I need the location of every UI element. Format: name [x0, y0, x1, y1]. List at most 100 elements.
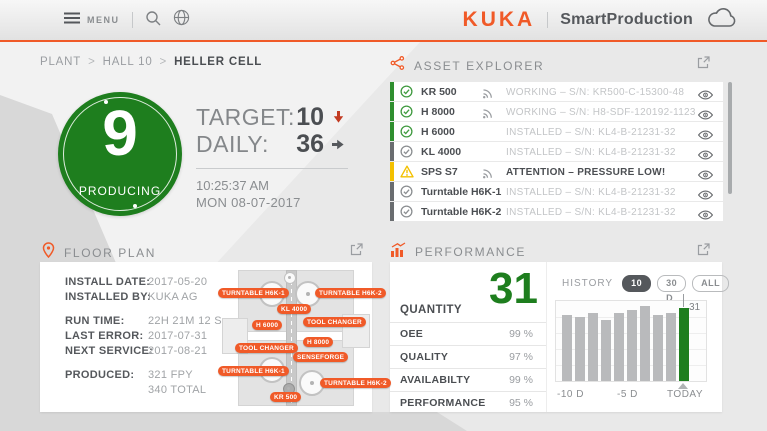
performance-header: PERFORMANCE: [390, 242, 526, 262]
asset-status: INSTALLED – S/N: KL4-B-21231-32: [506, 146, 676, 158]
breadcrumb-item-hall-10[interactable]: HALL 10: [102, 56, 153, 68]
trend-right-icon: [332, 139, 344, 150]
divider: [547, 12, 549, 28]
install-info-label: LAST ERROR:: [65, 330, 144, 342]
rss-signal-icon: [482, 106, 494, 124]
search-icon: [145, 10, 161, 31]
target-value: 10: [296, 102, 324, 131]
asset-row-kl-4000[interactable]: KL 4000 INSTALLED – S/N: KL4-B-21231-32: [390, 142, 723, 161]
ring-dot: [104, 99, 109, 104]
breadcrumb-separator: >: [88, 56, 96, 68]
history-option-30d[interactable]: 30 D: [657, 275, 687, 303]
metric-value: 97 %: [509, 351, 533, 363]
floorplan-label-kr-500[interactable]: KR 500: [270, 392, 302, 402]
floorplan-label-turntable-h6k-2[interactable]: TURNTABLE H6K-2: [320, 378, 391, 388]
history-selector: HISTORY 10 D 30 D ALL: [562, 275, 730, 303]
install-info-value: 321 FPY: [148, 369, 193, 381]
history-option-all[interactable]: ALL: [692, 275, 730, 292]
x-label: TODAY: [667, 389, 704, 400]
floorplan-label-turntable-h6k-1[interactable]: TURNTABLE H6K-1: [218, 366, 289, 376]
quantity-bar-chart: 31: [555, 294, 707, 389]
floorplan-label-h-8000[interactable]: H 8000: [303, 337, 334, 347]
breadcrumb-item-heller-cell[interactable]: HELLER CELL: [174, 56, 263, 68]
install-info-label: INSTALLED BY:: [65, 291, 151, 303]
bar-day--6 D: [614, 312, 624, 381]
floorplan-label-turntable-h6k-1[interactable]: TURNTABLE H6K-1: [218, 288, 289, 298]
eye-icon[interactable]: [697, 127, 714, 145]
divider: [131, 12, 133, 28]
cloud-icon: [705, 7, 737, 34]
metric-row-availabilty: AVAILABILTY 99 %: [390, 368, 546, 391]
check-circle-icon: [400, 185, 413, 203]
daily-value: 36: [296, 129, 324, 158]
divider: [546, 262, 547, 412]
today-value-annotation: 31: [689, 302, 701, 313]
floorplan-label-tool-changer[interactable]: TOOL CHANGER: [235, 343, 298, 353]
metric-label: QUALITY: [400, 351, 449, 363]
floorplan-label-senseforge[interactable]: SENSEFORGE: [293, 352, 349, 362]
menu-label: MENU: [87, 15, 120, 25]
warning-icon: [400, 165, 414, 183]
history-label: HISTORY: [562, 278, 614, 289]
bar-day--10 D: [562, 315, 572, 381]
product-name: SmartProduction: [560, 11, 693, 28]
floor-plan-diagram[interactable]: TURNTABLE H6K-1 TURNTABLE H6K-2 KL 4000 H 6…: [218, 268, 391, 408]
asset-list-scrollbar[interactable]: [728, 82, 732, 194]
main-area: PLANT > HALL 10 > HELLER CELL 9 PRODUCING TA…: [0, 42, 767, 431]
eye-icon[interactable]: [697, 167, 714, 185]
metric-row-quality: QUALITY 97 %: [390, 345, 546, 368]
floor-plan-open-button[interactable]: [350, 243, 363, 261]
language-button[interactable]: [173, 9, 190, 31]
quantity-label: QUANTITY: [400, 304, 462, 316]
eye-icon[interactable]: [697, 87, 714, 105]
bar-day--9 D: [575, 317, 585, 381]
asset-status: INSTALLED – S/N: KL4-B-21231-32: [506, 186, 676, 198]
asset-row-sps-s7[interactable]: SPS S7 ATTENTION – PRESSURE LOW!: [390, 162, 723, 181]
floorplan-rail: [286, 270, 297, 406]
metric-row-oee: OEE 99 %: [390, 322, 546, 345]
history-option-10d[interactable]: 10 D: [622, 275, 652, 303]
breadcrumb-separator: >: [159, 56, 168, 68]
metric-row-performance: PERFORMANCE 95 %: [390, 391, 546, 414]
asset-row-h-6000[interactable]: H 6000 INSTALLED – S/N: KL4-B-21231-32: [390, 122, 723, 141]
bar-day--7 D: [601, 319, 611, 381]
asset-list: KR 500 WORKING – S/N: KR500-C-15300-48 H 8…: [390, 82, 723, 221]
asset-row-turntable-h6k-1[interactable]: Turntable H6K-1 INSTALLED – S/N: KL4-B-21…: [390, 182, 723, 201]
search-button[interactable]: [145, 10, 161, 31]
asset-status: WORKING – S/N: H8-SDF-120192-1123: [506, 106, 696, 118]
asset-explorer-title: ASSET EXPLORER: [414, 58, 545, 73]
eye-icon[interactable]: [697, 207, 714, 225]
asset-name: H 6000: [421, 126, 455, 138]
asset-row-h-8000[interactable]: H 8000 WORKING – S/N: H8-SDF-120192-1123: [390, 102, 723, 121]
floorplan-label-turntable-h6k-2[interactable]: TURNTABLE H6K-2: [315, 288, 386, 298]
floorplan-label-kl-4000[interactable]: KL 4000: [277, 304, 312, 314]
bar-day--3 D: [653, 315, 663, 381]
floor-plan-header: FLOOR PLAN: [42, 242, 156, 263]
eye-icon[interactable]: [697, 187, 714, 205]
metric-label: PERFORMANCE: [400, 397, 486, 409]
floorplan-label-h-6000[interactable]: H 6000: [252, 320, 283, 330]
asset-row-turntable-h6k-2[interactable]: Turntable H6K-2 INSTALLED – S/N: KL4-B-21…: [390, 202, 723, 221]
asset-status: WORKING – S/N: KR500-C-15300-48: [506, 86, 685, 98]
asset-row-kr-500[interactable]: KR 500 WORKING – S/N: KR500-C-15300-48: [390, 82, 723, 101]
floorplan-label-tool-changer[interactable]: TOOL CHANGER: [303, 317, 366, 327]
asset-explorer-open-button[interactable]: [697, 56, 710, 74]
performance-card: QUANTITY 31 OEE 99 % QUALITY 97 % AVAILABILT…: [390, 262, 730, 414]
asset-status: INSTALLED – S/N: KL4-B-21231-32: [506, 206, 676, 218]
metric-value: 99 %: [509, 374, 533, 386]
today-tick: [683, 294, 684, 307]
asset-name: Turntable H6K-1: [421, 186, 502, 198]
target-label: TARGET:: [196, 103, 295, 130]
breadcrumb-item-plant[interactable]: PLANT: [40, 56, 82, 68]
menu-button[interactable]: MENU: [64, 11, 120, 29]
bar-chart-icon: [390, 242, 406, 262]
eye-icon[interactable]: [697, 107, 714, 125]
check-circle-icon: [400, 145, 413, 163]
ring-dot: [133, 204, 138, 209]
performance-open-button[interactable]: [697, 243, 710, 261]
metrics-table: OEE 99 % QUALITY 97 % AVAILABILTY 99 % PERFORM…: [390, 322, 546, 414]
eye-icon[interactable]: [697, 147, 714, 165]
metric-label: OEE: [400, 328, 424, 340]
rss-signal-icon: [482, 86, 494, 104]
